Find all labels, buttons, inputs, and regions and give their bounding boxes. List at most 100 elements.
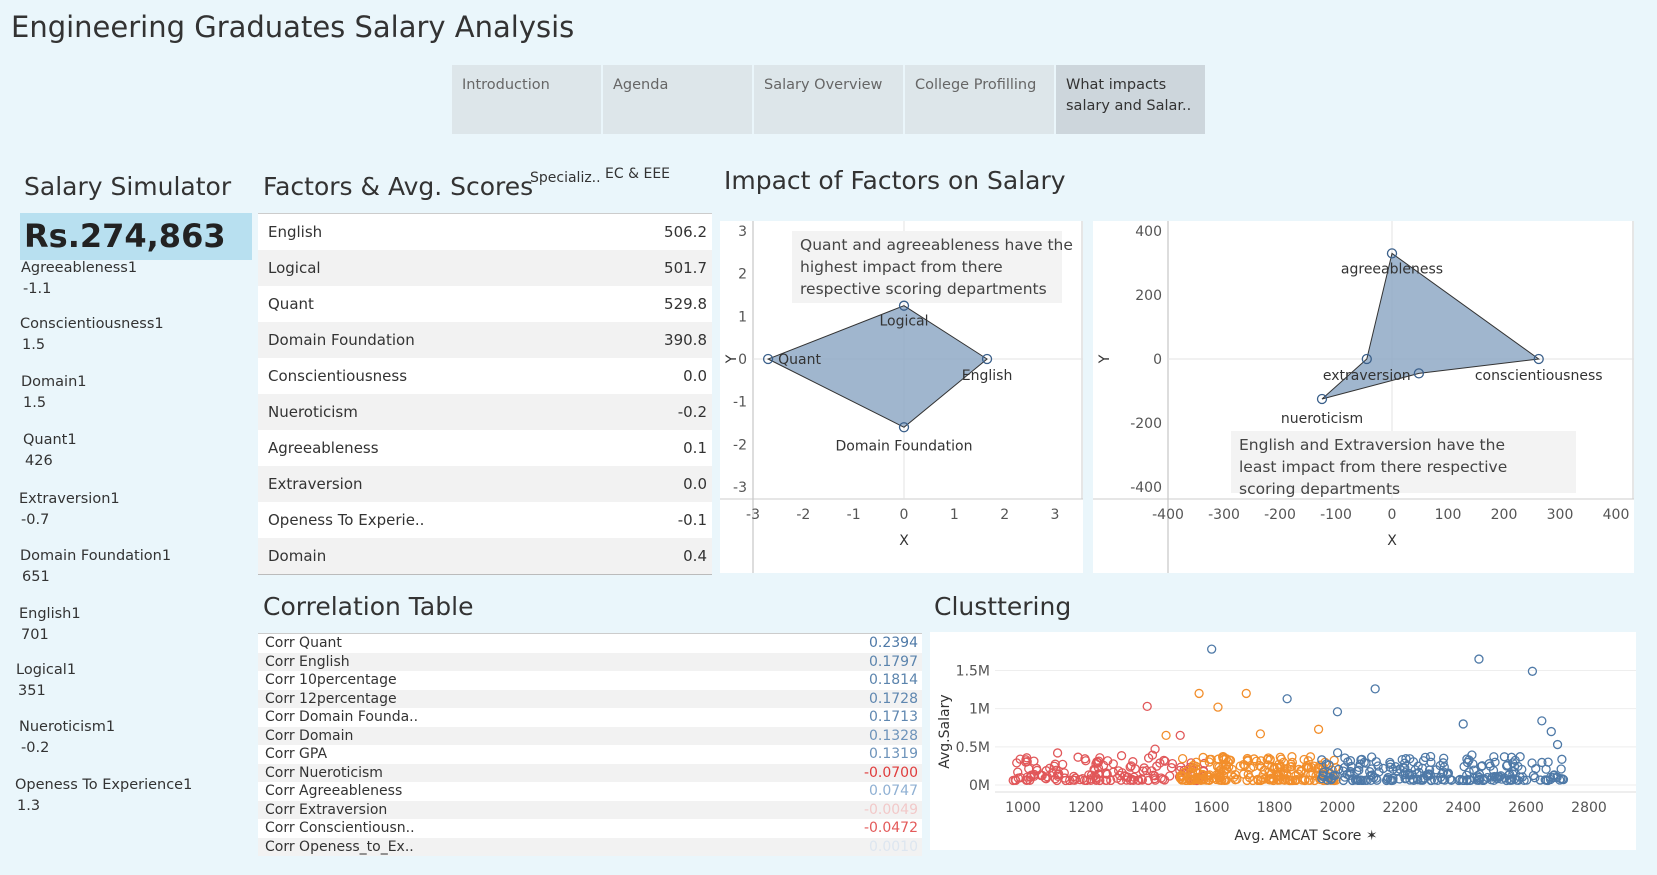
cluster-point (1225, 755, 1236, 765)
impact-radar-left-svg: -3 -2 -1 0 1 2 3 3 2 1 0 -1 -2 -3 X Y Quant and agreeabl… (720, 221, 1083, 573)
simulator-param-label: English1 (19, 606, 81, 622)
cluster-point (1546, 726, 1556, 737)
correlation-row: Corr Openess_to_Ex.. 0.0010 (258, 837, 922, 856)
cluster-point (1026, 770, 1036, 780)
factor-row: Domain Foundation 390.8 (258, 322, 712, 358)
annotation-box (1231, 431, 1576, 493)
cluster-point (1557, 754, 1567, 764)
correlation-row: Corr Conscientiousn.. -0.0472 (258, 819, 922, 838)
simulator-param-value: -0.2 (21, 740, 50, 756)
simulator-param[interactable]: Agreeableness1 -1.1 (21, 258, 137, 300)
cluster-point (1191, 757, 1201, 767)
cluster-point (1519, 775, 1529, 786)
cluster-point (1263, 753, 1274, 763)
cluster-point (1126, 761, 1136, 771)
cluster-point (1275, 763, 1285, 773)
factor-label: Domain Foundation (268, 331, 415, 349)
y-tick-label: 1 (738, 309, 747, 325)
simulator-param[interactable]: Logical1 351 (16, 660, 76, 702)
cluster-point (1230, 775, 1240, 785)
x-tick-label: 2 (1000, 507, 1009, 523)
x-tick-label: -1 (847, 507, 861, 523)
cluster-point (1161, 730, 1171, 741)
correlation-value: 0.0747 (869, 783, 918, 800)
cluster-point (1287, 752, 1297, 762)
simulator-param[interactable]: Conscientiousness1 1.5 (20, 314, 164, 356)
cluster-point (1175, 730, 1185, 741)
y-axis-title: Y (724, 354, 740, 364)
simulator-param[interactable]: Domain1 1.5 (21, 372, 87, 414)
factors-title: Factors & Avg. Scores (263, 172, 534, 201)
cluster-point (1073, 752, 1083, 762)
simulator-param[interactable]: Openess To Experience1 1.3 (15, 775, 192, 817)
factor-point (1361, 353, 1372, 365)
cluster-point (1287, 757, 1298, 768)
simulator-param[interactable]: Quant1 426 (23, 430, 77, 472)
y-tick-label: -400 (1130, 480, 1162, 496)
factor-point (762, 353, 774, 365)
simulated-salary-value: Rs.274,863 (20, 213, 252, 260)
cluster-point (1303, 775, 1314, 785)
factor-label: Agreeableness (268, 439, 379, 457)
cluster-point (1045, 763, 1055, 773)
simulator-param[interactable]: Extraversion1 -0.7 (19, 489, 120, 531)
x-tick-label: 1600 (1194, 800, 1230, 816)
dashboard-title: Engineering Graduates Salary Analysis (11, 10, 575, 44)
tab-college-profiling[interactable]: College Profilling (905, 65, 1054, 134)
cluster-point (1439, 753, 1449, 763)
x-tick-label: 1400 (1131, 800, 1167, 816)
x-axis-title: X (1387, 533, 1397, 549)
y-tick-label: -2 (733, 437, 747, 453)
factor-value: -0.1 (677, 511, 707, 529)
tab-introduction[interactable]: Introduction (452, 65, 601, 134)
impact-title: Impact of Factors on Salary (724, 166, 1066, 195)
simulator-param-value: 1.3 (17, 798, 41, 814)
tab-salary-overview[interactable]: Salary Overview (754, 65, 903, 134)
annotation-text: English and Extraversion have the (1239, 436, 1505, 454)
specialization-filter-label: Specializ.. (530, 170, 601, 186)
simulator-param[interactable]: Domain Foundation1 651 (20, 546, 171, 588)
cluster-point (1508, 769, 1518, 779)
cluster-point (1388, 764, 1398, 774)
cluster-point (1008, 775, 1018, 786)
factor-value: 0.0 (683, 367, 707, 385)
factor-label: Logical (268, 259, 321, 277)
cluster-point (1527, 666, 1538, 676)
cluster-point (1137, 775, 1148, 785)
factor-row: Logical 501.7 (258, 250, 712, 286)
cluster-point (1053, 769, 1063, 780)
factor-point-label: conscientiousness (1475, 368, 1603, 384)
simulator-title: Salary Simulator (24, 172, 232, 201)
specialization-filter[interactable]: Specializ.. EC & EEE (530, 166, 670, 186)
impact-polygon (1321, 252, 1541, 400)
cluster-point (1241, 688, 1251, 699)
tab-what-impacts-salary[interactable]: What impacts salary and Salar.. (1056, 65, 1205, 134)
factor-point-label: Domain Foundation (836, 438, 973, 454)
correlation-value: 0.2394 (869, 635, 918, 652)
cluster-point (1474, 775, 1484, 785)
simulator-param-label: Nueroticism1 (19, 719, 116, 735)
correlation-row: Corr Domain Founda.. 0.1713 (258, 708, 922, 727)
x-tick-label: 2400 (1445, 800, 1481, 816)
factor-point (1316, 393, 1328, 405)
simulator-param-label: Logical1 (16, 662, 77, 678)
cluster-point (1152, 761, 1162, 771)
factor-value: -0.2 (677, 403, 707, 421)
cluster-point (1265, 755, 1275, 765)
clustering-title: Clusttering (934, 592, 1072, 621)
tab-agenda[interactable]: Agenda (603, 65, 752, 134)
cluster-point (1357, 775, 1368, 786)
simulator-param[interactable]: Nueroticism1 -0.2 (19, 717, 115, 759)
annotation-text: Quant and agreeableness have the (800, 236, 1073, 254)
correlation-label: Corr Nueroticism (265, 764, 383, 781)
cluster-point (1181, 775, 1191, 786)
cluster-point (1530, 773, 1540, 783)
cluster-point (1214, 766, 1225, 776)
simulator-param[interactable]: English1 701 (19, 604, 81, 646)
correlation-row: Corr 10percentage 0.1814 (258, 671, 922, 690)
cluster-point (1409, 775, 1419, 786)
simulator-param-value: 701 (21, 627, 49, 643)
y-tick-label: 2 (738, 267, 747, 283)
y-tick-label: 0M (969, 778, 990, 794)
factor-point (1386, 248, 1398, 259)
